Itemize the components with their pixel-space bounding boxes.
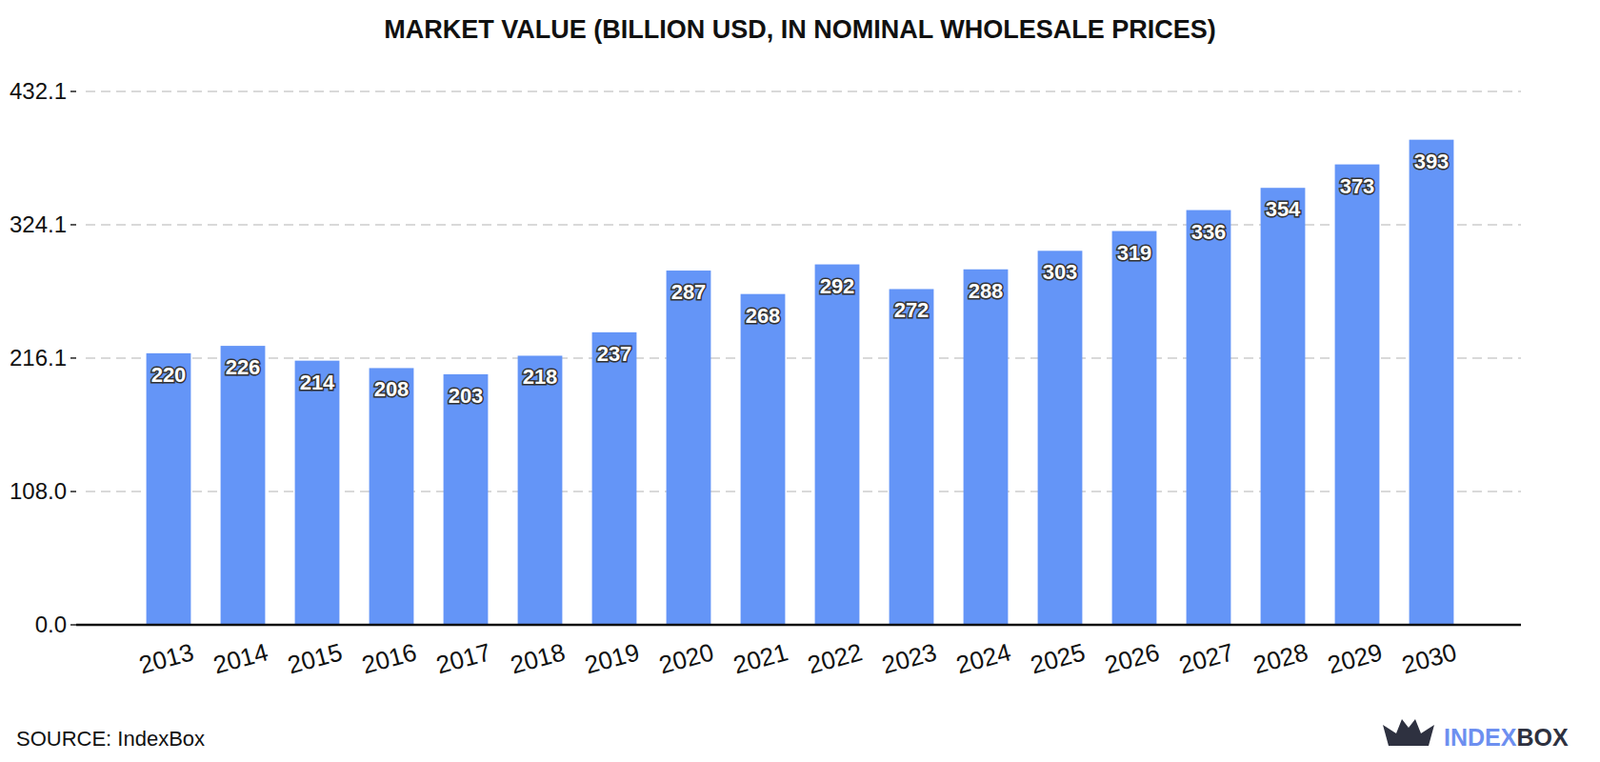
data-label: 214 [300, 370, 336, 395]
bar [592, 332, 638, 625]
y-tick-label: 324.1 [9, 211, 67, 238]
grid-line [85, 90, 1521, 93]
x-tick-label: 2020 [656, 637, 718, 680]
y-tick-label: 0.0 [35, 611, 67, 638]
data-label: 237 [597, 341, 633, 366]
tick-mark [70, 623, 77, 626]
x-axis-line [76, 623, 1521, 627]
bar [1038, 250, 1083, 625]
tick-mark [70, 223, 77, 226]
x-tick-label: 2030 [1399, 637, 1460, 680]
data-label: 226 [225, 355, 261, 380]
chart: MARKET VALUE (BILLION USD, IN NOMINAL WH… [0, 0, 1600, 762]
bar [1112, 231, 1158, 625]
x-tick-label: 2023 [879, 637, 940, 680]
bar [815, 264, 860, 625]
x-tick-label: 2017 [433, 637, 495, 680]
bar [889, 288, 935, 625]
x-tick-label: 2019 [581, 637, 643, 680]
x-tick-label: 2021 [730, 637, 792, 680]
bar [1409, 140, 1455, 625]
data-label: 218 [522, 364, 559, 389]
tick-mark [70, 490, 77, 493]
bar [295, 360, 340, 625]
data-label: 373 [1340, 174, 1376, 199]
data-label: 303 [1042, 260, 1079, 284]
logo-part: BOX [1516, 723, 1569, 751]
data-label: 288 [968, 279, 1004, 303]
bar [963, 269, 1009, 625]
data-label: 393 [1414, 149, 1450, 174]
bar [1260, 187, 1306, 625]
source: SOURCE: IndexBox [16, 726, 205, 751]
x-tick-label: 2018 [507, 637, 569, 680]
x-tick-label: 2025 [1027, 637, 1089, 680]
bar [740, 294, 786, 625]
grid-line [85, 223, 1521, 226]
bar [518, 355, 563, 625]
bar [369, 367, 415, 625]
logo-icon [1382, 719, 1435, 746]
logo: INDEXBOX [1382, 719, 1569, 751]
data-label: 292 [820, 274, 856, 299]
title: MARKET VALUE (BILLION USD, IN NOMINAL WH… [383, 15, 1217, 44]
x-tick-label: 2028 [1250, 637, 1312, 680]
logo-part: INDEX [1443, 723, 1518, 751]
x-tick-label: 2024 [953, 637, 1015, 680]
x-tick-label: 2022 [804, 637, 866, 680]
x-tick-label: 2014 [210, 637, 272, 680]
x-tick-label: 2027 [1176, 637, 1238, 680]
x-tick-label: 2026 [1101, 637, 1163, 680]
y-tick-label: 108.0 [9, 478, 67, 504]
data-label: 287 [671, 280, 707, 304]
data-label: 203 [448, 383, 484, 408]
x-tick-label: 2013 [136, 637, 198, 680]
tick-mark [70, 90, 77, 93]
tick-mark [70, 357, 77, 360]
bar [1335, 164, 1380, 625]
data-label: 319 [1117, 240, 1153, 265]
bar [1186, 210, 1232, 625]
grid-line [85, 357, 1521, 360]
data-label: 272 [894, 298, 930, 322]
data-label: 220 [151, 362, 187, 387]
y-tick-label: 216.1 [9, 344, 67, 371]
data-label: 268 [745, 303, 781, 328]
data-label: 208 [374, 377, 410, 401]
logo-text: INDEXBOX [1443, 723, 1569, 751]
x-tick-label: 2016 [359, 637, 420, 680]
y-tick-label: 432.1 [9, 78, 67, 104]
x-tick-label: 2029 [1324, 637, 1386, 680]
bar [666, 270, 712, 625]
bar [146, 353, 192, 625]
bar [443, 374, 489, 625]
bar [220, 345, 266, 625]
data-label: 354 [1265, 197, 1301, 221]
data-label: 336 [1191, 220, 1227, 244]
x-tick-label: 2015 [284, 637, 346, 680]
